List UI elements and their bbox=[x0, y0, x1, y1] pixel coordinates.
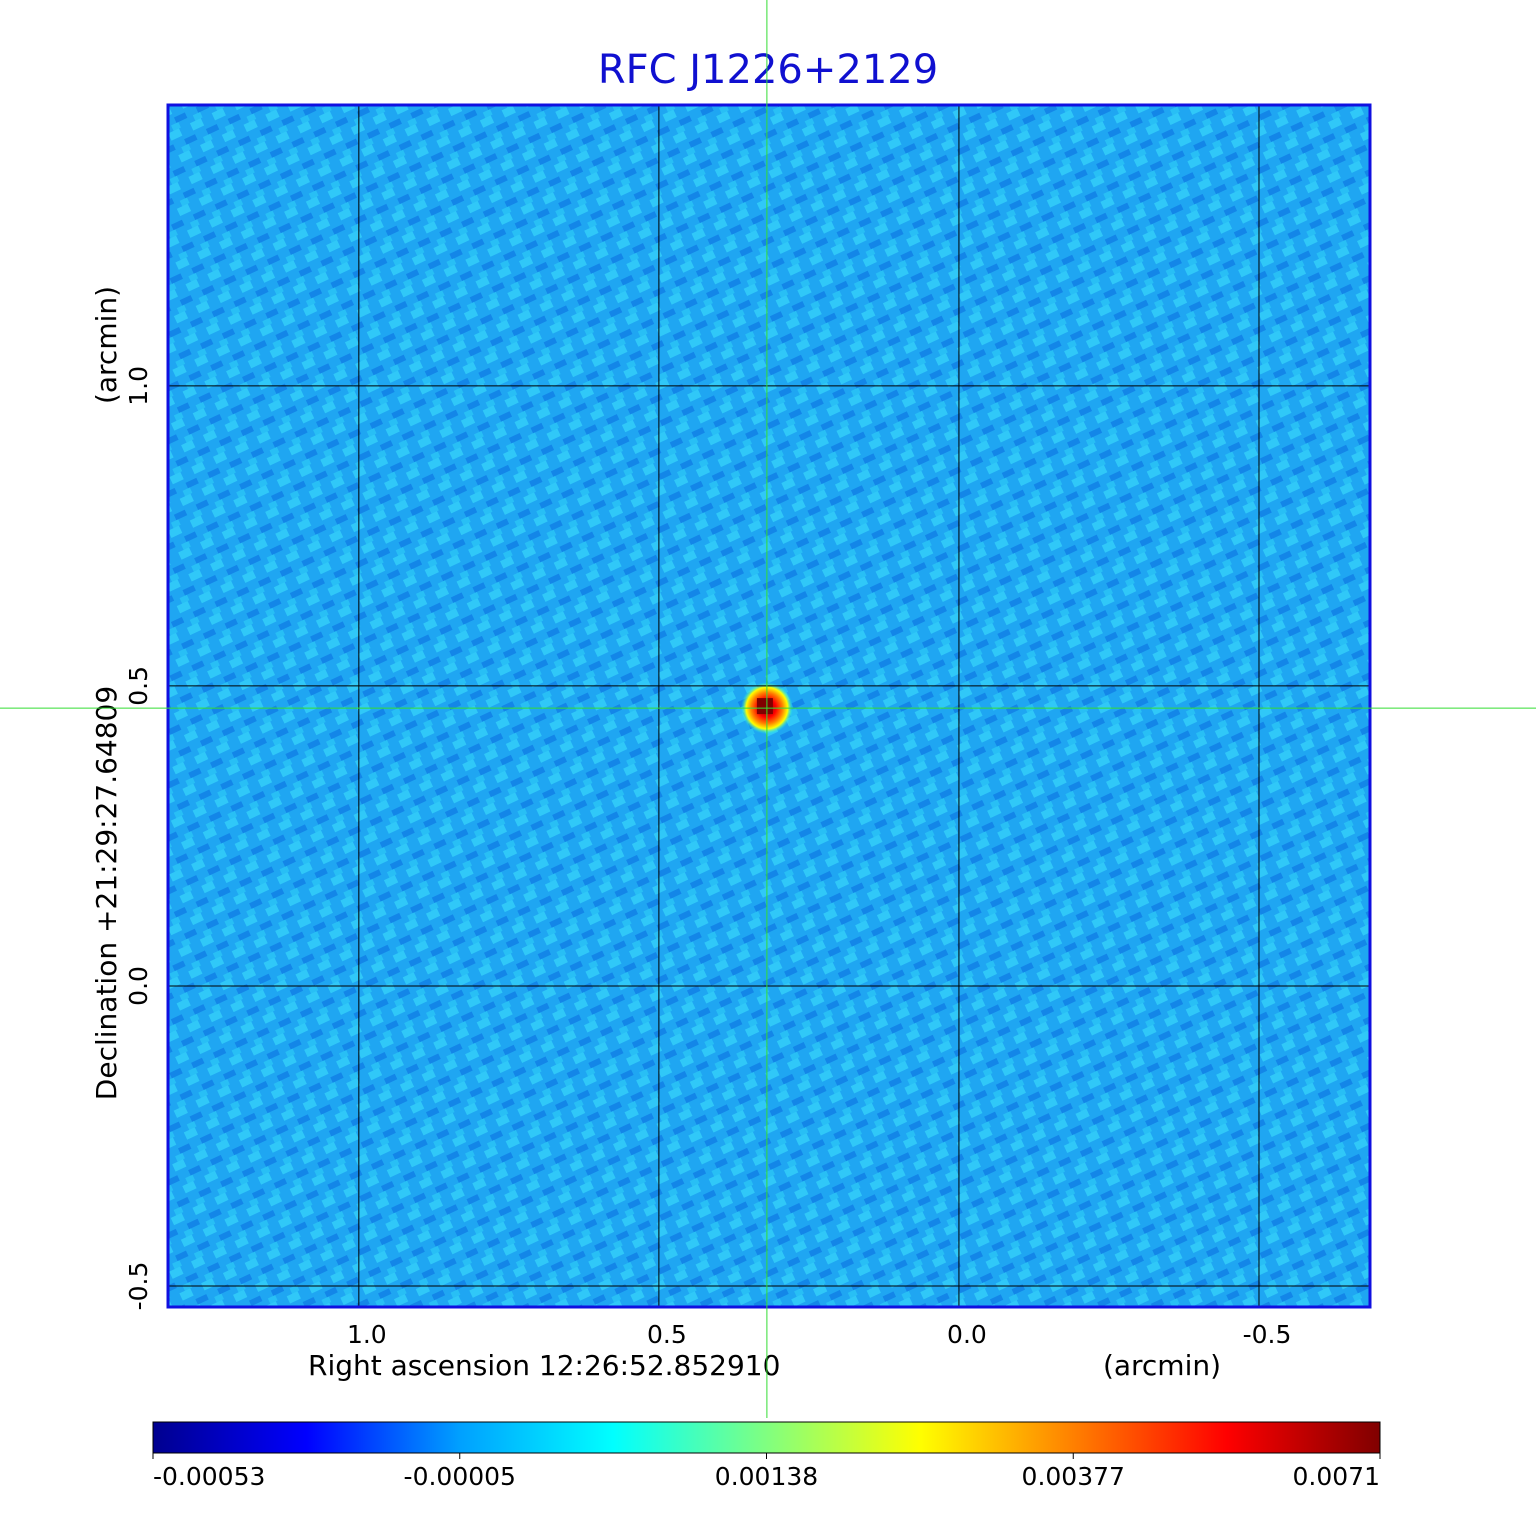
y-tick-label: -0.5 bbox=[124, 1262, 153, 1311]
x-tick-label: -0.5 bbox=[1243, 1320, 1292, 1349]
source-peak bbox=[756, 698, 773, 715]
x-axis-label: Right ascension 12:26:52.852910 bbox=[308, 1349, 780, 1382]
colorbar-tick-label: -0.00005 bbox=[404, 1462, 516, 1491]
y-axis-label: Declination +21:29:27.64809 bbox=[90, 686, 123, 1100]
y-tick-label: 0.5 bbox=[124, 666, 153, 706]
x-tick-label: 1.0 bbox=[347, 1320, 387, 1349]
colorbar-tick-label: 0.00377 bbox=[1022, 1462, 1125, 1491]
y-tick-label: 1.0 bbox=[124, 366, 153, 406]
y-tick-label: 0.0 bbox=[124, 966, 153, 1006]
x-axis-unit: (arcmin) bbox=[1103, 1349, 1221, 1382]
colorbar-tick-label: 0.0071 bbox=[1293, 1462, 1380, 1491]
colorbar bbox=[152, 1421, 1381, 1454]
plot-frame bbox=[166, 103, 1372, 1309]
colorbar-tick-label: -0.00053 bbox=[153, 1462, 265, 1491]
y-axis-unit: (arcmin) bbox=[90, 286, 123, 404]
x-tick-label: 0.0 bbox=[947, 1320, 987, 1349]
colorbar-tick-label: 0.00138 bbox=[715, 1462, 818, 1491]
chart-title: RFC J1226+2129 bbox=[598, 47, 938, 93]
x-tick-label: 0.5 bbox=[647, 1320, 687, 1349]
